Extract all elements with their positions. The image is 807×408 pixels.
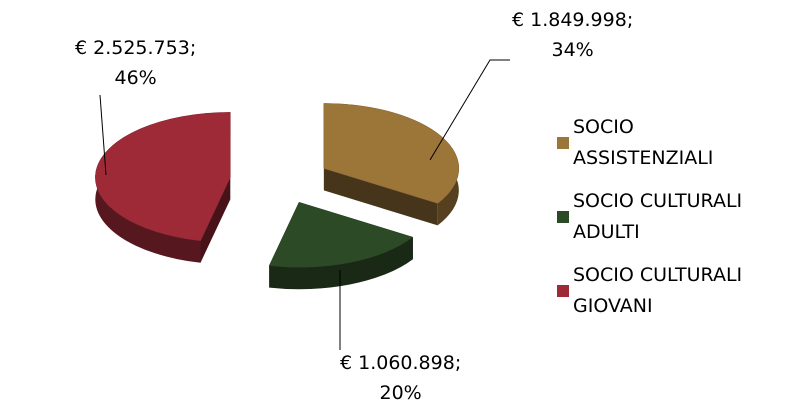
legend-swatch	[557, 137, 569, 149]
legend: SOCIO ASSISTENZIALI SOCIO CULTURALI ADULT…	[557, 112, 797, 334]
data-label-percent: 34%	[551, 39, 594, 61]
slice-side	[269, 237, 413, 290]
slice	[323, 103, 460, 204]
slice	[95, 112, 231, 241]
legend-label: SOCIO CULTURALI GIOVANI	[573, 264, 743, 317]
data-label-value: € 1.060.898;	[340, 352, 462, 374]
legend-swatch	[557, 285, 569, 297]
legend-swatch	[557, 211, 569, 223]
slice-wall	[200, 177, 231, 263]
leader-line	[429, 59, 510, 161]
data-label-value: € 2.525.753;	[75, 37, 197, 59]
slice	[268, 201, 414, 268]
data-label: € 2.525.753; 46%	[75, 33, 196, 93]
leader-line	[99, 94, 107, 176]
legend-item: SOCIO CULTURALI GIOVANI	[557, 260, 797, 322]
data-label: € 1.849.998; 34%	[512, 5, 633, 65]
data-label-value: € 1.849.998;	[512, 9, 634, 31]
legend-item: SOCIO CULTURALI ADULTI	[557, 186, 797, 248]
data-label-percent: 20%	[379, 382, 422, 404]
data-label-percent: 46%	[114, 67, 157, 89]
data-label: € 1.060.898; 20%	[340, 348, 461, 408]
slice-wall	[323, 168, 438, 226]
legend-label: SOCIO ASSISTENZIALI	[573, 116, 714, 169]
legend-item: SOCIO ASSISTENZIALI	[557, 112, 797, 174]
legend-label: SOCIO CULTURALI ADULTI	[573, 190, 743, 243]
